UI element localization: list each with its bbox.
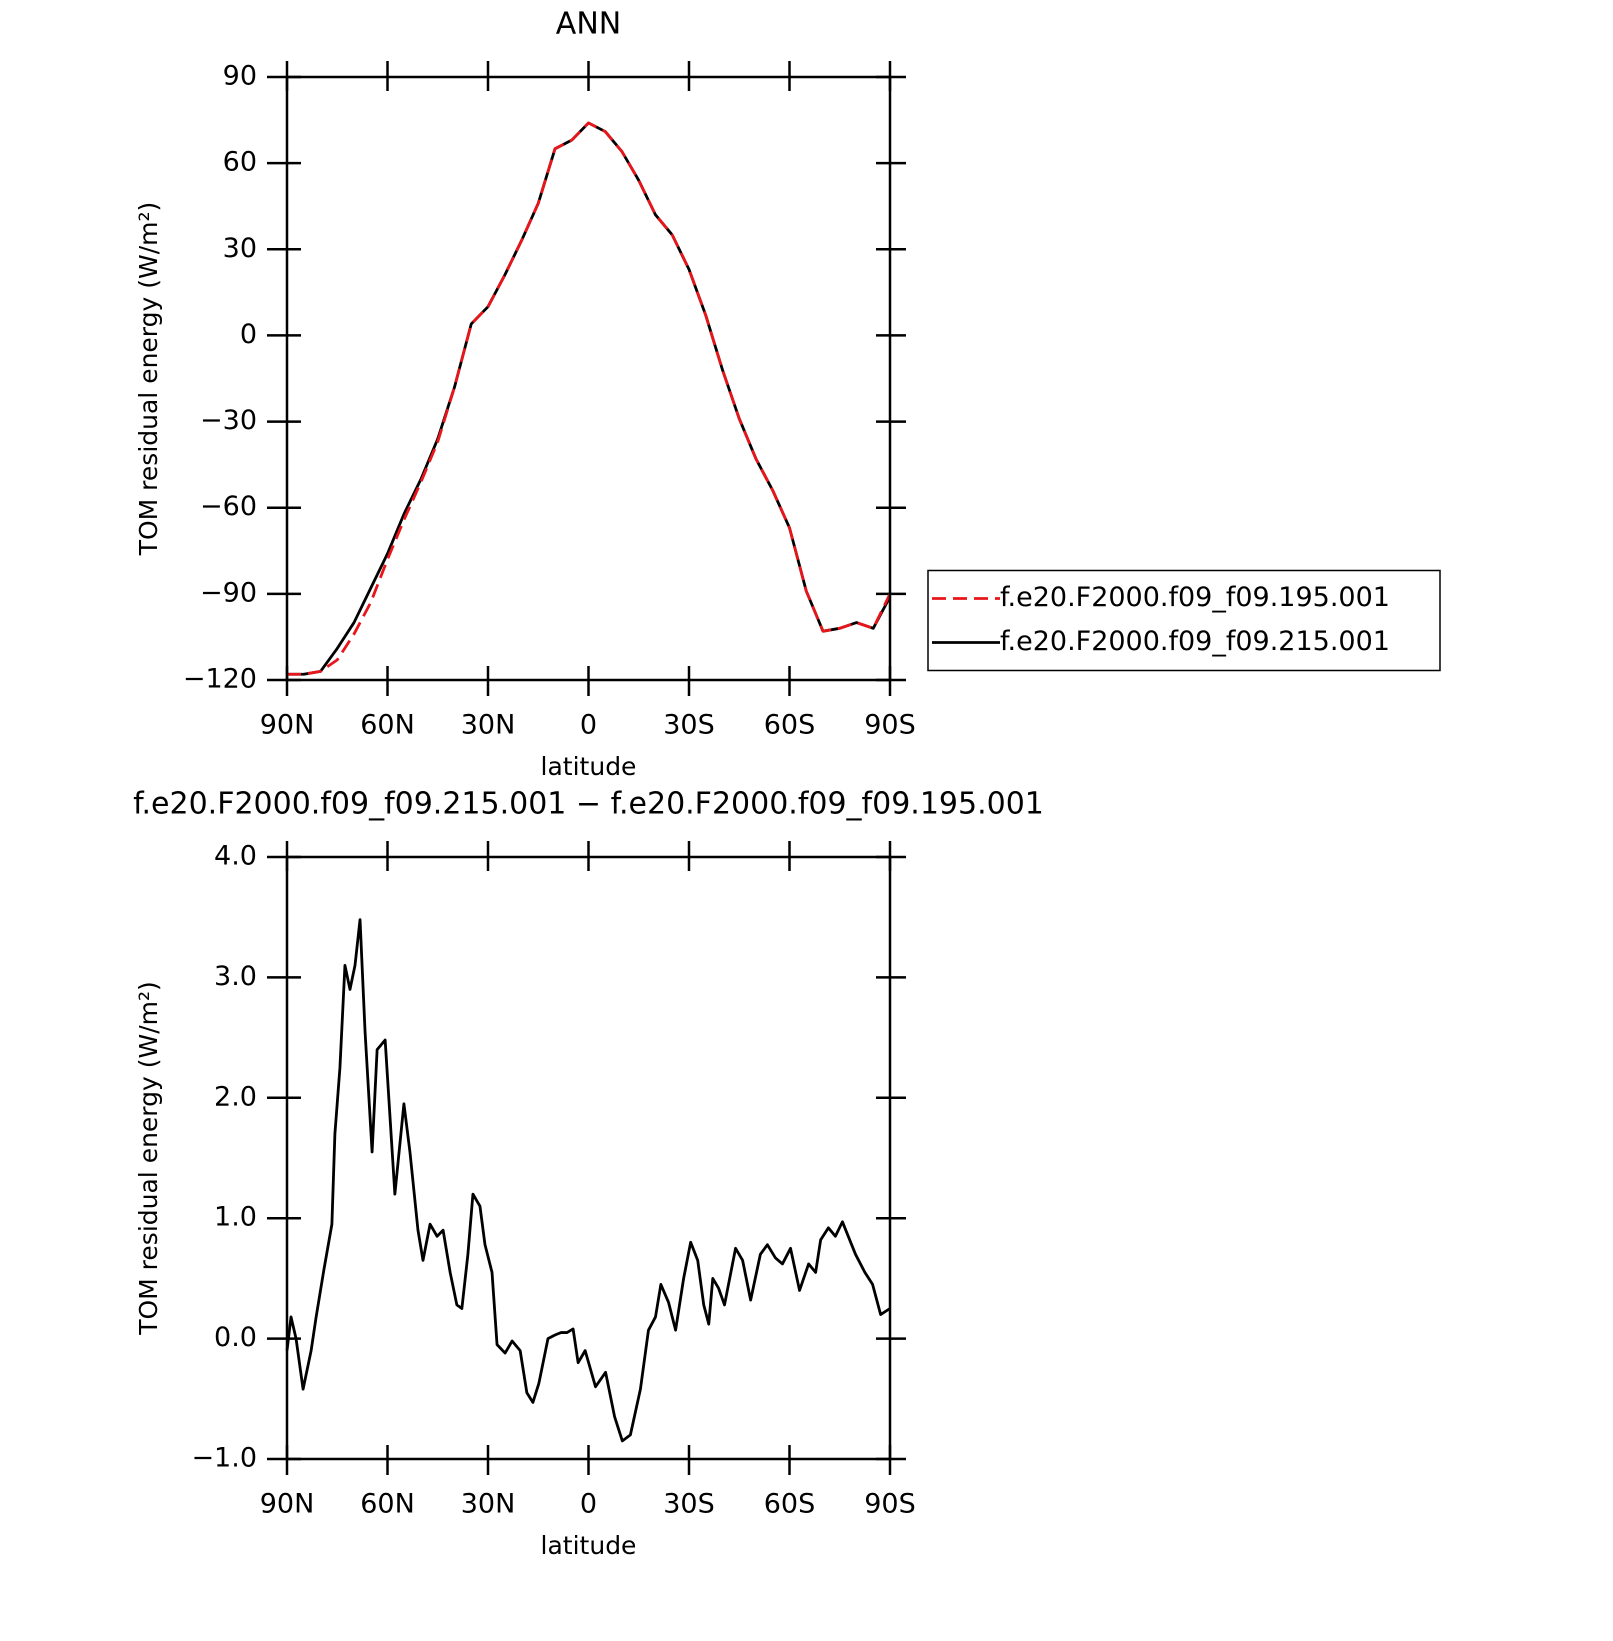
y-tick-label: −30 xyxy=(200,405,257,436)
y-tick-label: −60 xyxy=(200,491,257,522)
series-line xyxy=(287,121,892,676)
x-tick-label: 30S xyxy=(663,710,715,741)
y-tick-label: 0.0 xyxy=(214,1322,257,1353)
y-tick-label: 3.0 xyxy=(214,961,257,992)
y-tick-label: 0 xyxy=(240,319,257,350)
x-tick-label: 60N xyxy=(360,1489,415,1520)
legend-box xyxy=(927,569,1441,672)
x-tick-label: 30N xyxy=(461,710,516,741)
x-tick-label: 30N xyxy=(461,1489,516,1520)
chart-title: f.e20.F2000.f09_f09.215.001 − f.e20.F200… xyxy=(133,787,1044,822)
y-axis-label: TOM residual energy (W/m²) xyxy=(134,981,163,1336)
y-tick-label: 4.0 xyxy=(214,841,257,872)
y-tick-label: −1.0 xyxy=(191,1443,257,1474)
y-tick-label: −90 xyxy=(200,577,257,608)
legend-label: f.e20.F2000.f09_f09.215.001 xyxy=(1000,626,1390,657)
x-tick-label: 90S xyxy=(864,1489,916,1520)
x-tick-label: 90N xyxy=(260,1489,315,1520)
series-line xyxy=(287,121,892,676)
x-tick-label: 0 xyxy=(580,710,597,741)
x-tick-label: 90N xyxy=(260,710,315,741)
x-tick-label: 0 xyxy=(580,1489,597,1520)
plot-frame xyxy=(285,855,892,1461)
x-tick-label: 90S xyxy=(864,710,916,741)
x-axis-label: latitude xyxy=(541,752,637,781)
x-tick-label: 30S xyxy=(663,1489,715,1520)
y-tick-label: 30 xyxy=(223,233,257,264)
y-tick-label: 1.0 xyxy=(214,1202,257,1233)
x-tick-label: 60S xyxy=(764,1489,816,1520)
y-tick-label: 60 xyxy=(223,147,257,178)
plot-frame xyxy=(285,75,892,682)
y-tick-label: 90 xyxy=(223,61,257,92)
y-tick-label: −120 xyxy=(183,664,257,695)
y-tick-label: 2.0 xyxy=(214,1081,257,1112)
series-line xyxy=(285,918,891,1443)
x-axis-label: latitude xyxy=(541,1531,637,1560)
x-tick-label: 60N xyxy=(360,710,415,741)
x-tick-label: 60S xyxy=(764,710,816,741)
y-axis-label: TOM residual energy (W/m²) xyxy=(134,202,163,557)
chart-title: ANN xyxy=(556,7,621,42)
legend-label: f.e20.F2000.f09_f09.195.001 xyxy=(1000,582,1390,613)
